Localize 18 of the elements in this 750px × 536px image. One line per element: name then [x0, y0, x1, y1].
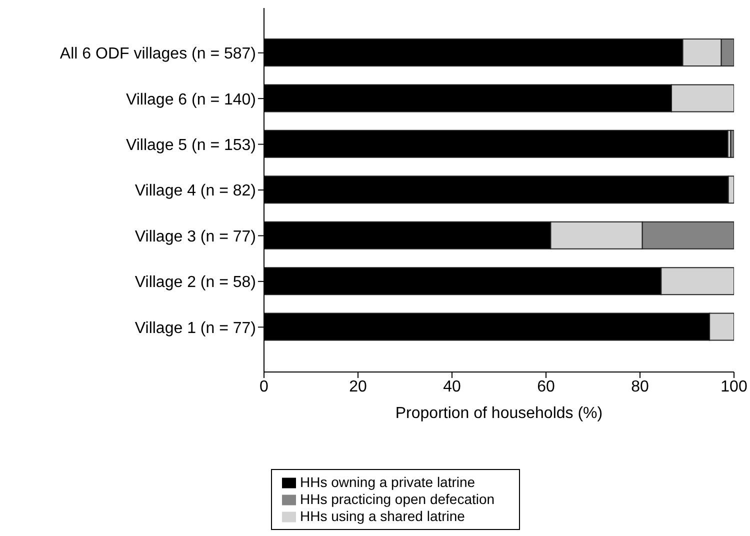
x-tick-label: 60 — [537, 378, 555, 396]
y-tick-label: Village 3 (n = 77) — [134, 228, 256, 246]
x-tick-label: 40 — [443, 378, 461, 396]
legend-label: HHs using a shared latrine — [300, 508, 465, 524]
y-tick-label: Village 2 (n = 58) — [134, 274, 256, 292]
x-tick-label: 100 — [720, 378, 748, 396]
x-tick-label: 0 — [260, 378, 269, 396]
y-tick-label: Village 4 (n = 82) — [134, 182, 256, 200]
y-tick-label: Village 6 (n = 140) — [126, 91, 256, 108]
x-tick-label: 80 — [631, 378, 649, 396]
x-tick-label: 20 — [349, 378, 367, 396]
x-axis-title: Proportion of households (%) — [395, 405, 603, 422]
y-tick-label: Village 1 (n = 77) — [134, 320, 256, 337]
bar — [730, 130, 734, 158]
legend-label: HHs owning a private latrine — [300, 474, 476, 490]
y-tick-label: Village 5 (n = 153) — [126, 136, 256, 154]
legend-label: HHs practicing open defecation — [300, 491, 495, 507]
y-tick-label: All 6 ODF villages (n = 587) — [60, 46, 256, 63]
